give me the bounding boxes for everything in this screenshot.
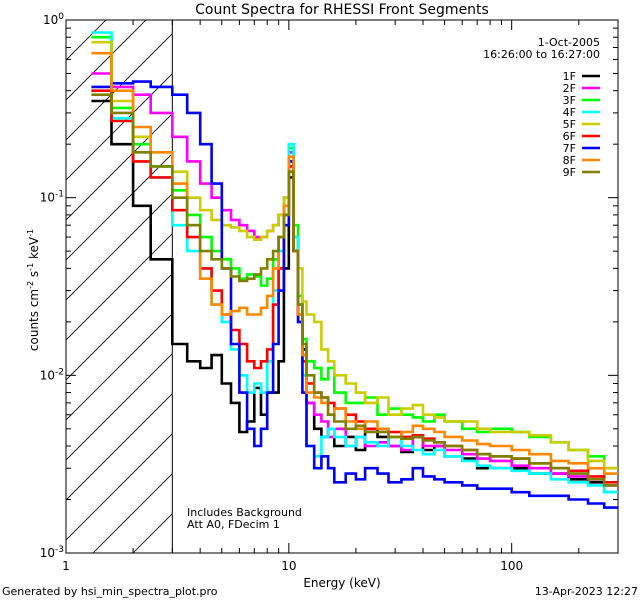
hatch-line [66,353,173,461]
series-1f-line [91,99,618,494]
x-axis-label: Energy (keV) [303,576,380,590]
legend: 1-Oct-2005 16:26:00 to 16:27:00 1F2F3F4F… [483,36,600,179]
chart-title: Count Spectra for RHESSI Front Segments [195,2,489,18]
x-tick-label: 10 [281,559,296,573]
annotation-background: Includes Background [187,506,302,519]
hatch-line [66,233,173,341]
footer-timestamp: 13-Apr-2023 12:27 [535,585,638,598]
hatch-line [66,433,173,541]
plot-frame [65,19,619,554]
legend-label-9f: 9F [563,166,576,179]
series-5f-line [91,40,618,470]
x-tick-label: 1 [62,559,70,573]
y-tick-label: 10-1 [40,190,64,205]
series-7f-line [91,80,618,509]
legend-label-6f: 6F [563,130,576,143]
hatch-line [66,273,173,381]
legend-label-7f: 7F [563,142,576,155]
hatch-line [66,393,173,501]
y-tick-label: 10-2 [40,367,64,382]
y-axis-label: counts cm-2 s-1 keV-1 [26,229,41,351]
series-2f-line [91,72,618,487]
y-tick-label: 10-3 [40,545,64,560]
hatch-line [66,73,173,181]
y-tick-labels: 100 10-1 10-2 10-3 [40,12,65,560]
annotation-attenuator: Att A0, FDecim 1 [187,518,280,531]
hatch-line [66,313,173,421]
attenuator-hatch-region [66,20,173,553]
hatch-line [66,20,107,61]
legend-date: 1-Oct-2005 [538,36,600,49]
x-tick-labels: 1 10 100 [62,559,523,573]
footer-generated-by: Generated by hsi_min_spectra_plot.pro [2,585,218,598]
legend-label-4f: 4F [563,106,576,119]
series-3f-line [91,35,618,470]
x-tick-label: 100 [500,559,523,573]
legend-label-1f: 1F [563,70,576,83]
hatch-line [66,193,173,301]
legend-label-8f: 8F [563,154,576,167]
series-8f-line [91,51,618,475]
series-lines [91,31,618,509]
y-tick-label: 100 [43,12,64,27]
series-9f-line [91,93,618,487]
axis-ticks [65,19,619,554]
legend-time-range: 16:26:00 to 16:27:00 [483,48,600,61]
legend-label-3f: 3F [563,94,576,107]
hatch-line [66,33,173,141]
legend-label-5f: 5F [563,118,576,131]
legend-label-2f: 2F [563,82,576,95]
